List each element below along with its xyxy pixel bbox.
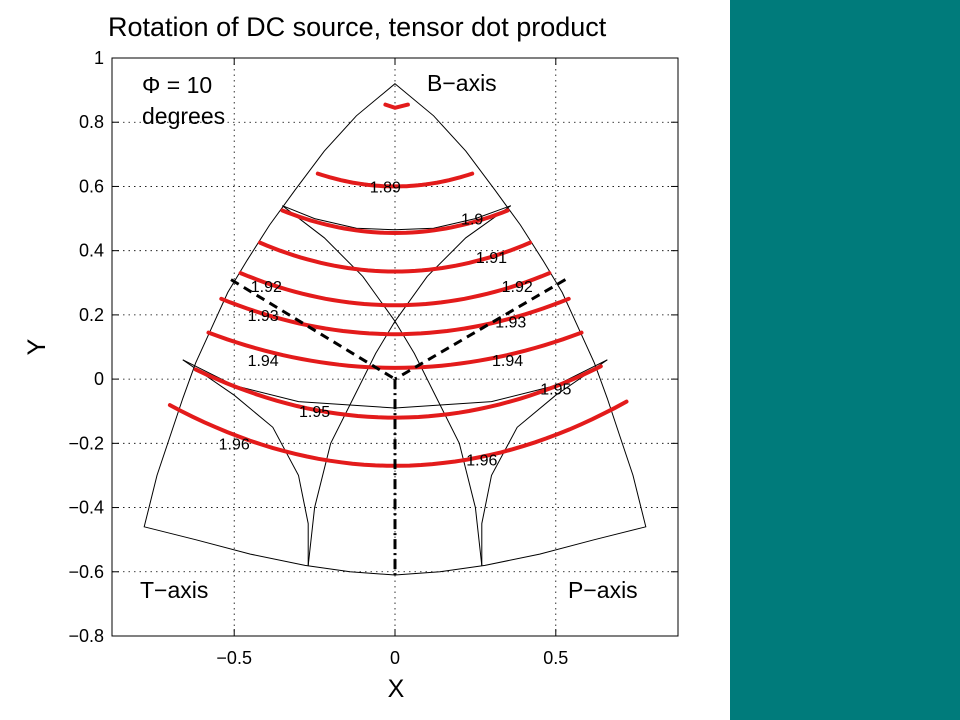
contour-line (280, 208, 510, 236)
sector-arc (282, 205, 483, 566)
y-tick-label: −0.2 (68, 433, 104, 453)
sector-arc (282, 205, 511, 231)
contour-label: 1.94 (248, 353, 279, 370)
x-tick-label: −0.5 (216, 648, 252, 668)
side-panel (730, 0, 960, 720)
contour-line (257, 240, 533, 274)
contour-line (383, 102, 410, 110)
contour-labels: 1.89 1.9 1.91 1.92 1.92 1.93 1.93 1.94 1.94 1.95 1… (219, 179, 572, 469)
b-axis-label: B−axis (427, 70, 497, 96)
contour-label: 1.95 (540, 382, 571, 399)
y-tick-label: 0.6 (79, 176, 104, 196)
contour-line (315, 171, 475, 189)
contour-label: 1.94 (492, 353, 523, 370)
contour-label: 1.95 (299, 404, 330, 421)
phi-annotation: Φ = 10 (142, 72, 212, 98)
dashed-line-left (230, 278, 396, 381)
contour-line (238, 271, 552, 308)
sector-arc (307, 205, 512, 566)
contour-line (219, 296, 571, 337)
grid (112, 58, 678, 636)
y-tick-label: −0.6 (68, 562, 104, 582)
contour-plot: 1.89 1.9 1.91 1.92 1.92 1.93 1.93 1.94 1.94 1.95 1… (23, 48, 679, 703)
contour-label: 1.89 (370, 179, 401, 196)
t-axis-label: T−axis (140, 577, 208, 603)
degrees-annotation: degrees (142, 103, 225, 129)
x-axis-label: X (388, 675, 405, 703)
y-tick-label: 0.4 (79, 241, 104, 261)
x-tick-label: 0.5 (543, 648, 568, 668)
y-axis-label: Y (23, 338, 51, 355)
contour-label: 1.91 (476, 250, 507, 267)
contour-line (206, 330, 584, 370)
contour-label: 1.92 (251, 279, 282, 296)
y-tick-label: −0.8 (68, 626, 104, 646)
y-tick-label: −0.4 (68, 498, 104, 518)
chart-title: Rotation of DC source, tensor dot produc… (108, 12, 607, 42)
contour-label: 1.92 (502, 279, 533, 296)
contour-label: 1.9 (461, 212, 483, 229)
contour-label: 1.93 (248, 308, 279, 325)
p-axis-label: P−axis (568, 577, 638, 603)
dashed-axis-lines (230, 278, 567, 575)
contour-line (193, 364, 603, 420)
plot-frame (111, 57, 679, 637)
dashed-line-right (394, 278, 567, 381)
contour-line (167, 399, 629, 468)
y-tick-label: 0.8 (79, 112, 104, 132)
axis-ticks: −0.5 0 0.5 −0.8 −0.6 −0.4 −0.2 0 0.2 0.4 0.6 0.8 1 (68, 48, 678, 668)
y-tick-label: 1 (94, 48, 104, 68)
y-tick-label: 0.2 (79, 305, 104, 325)
contour-label: 1.96 (219, 436, 250, 453)
contour-label: 1.96 (466, 452, 497, 469)
x-tick-label: 0 (390, 648, 400, 668)
contour-lines (167, 102, 629, 468)
y-tick-label: 0 (94, 369, 104, 389)
contour-label: 1.93 (495, 314, 526, 331)
